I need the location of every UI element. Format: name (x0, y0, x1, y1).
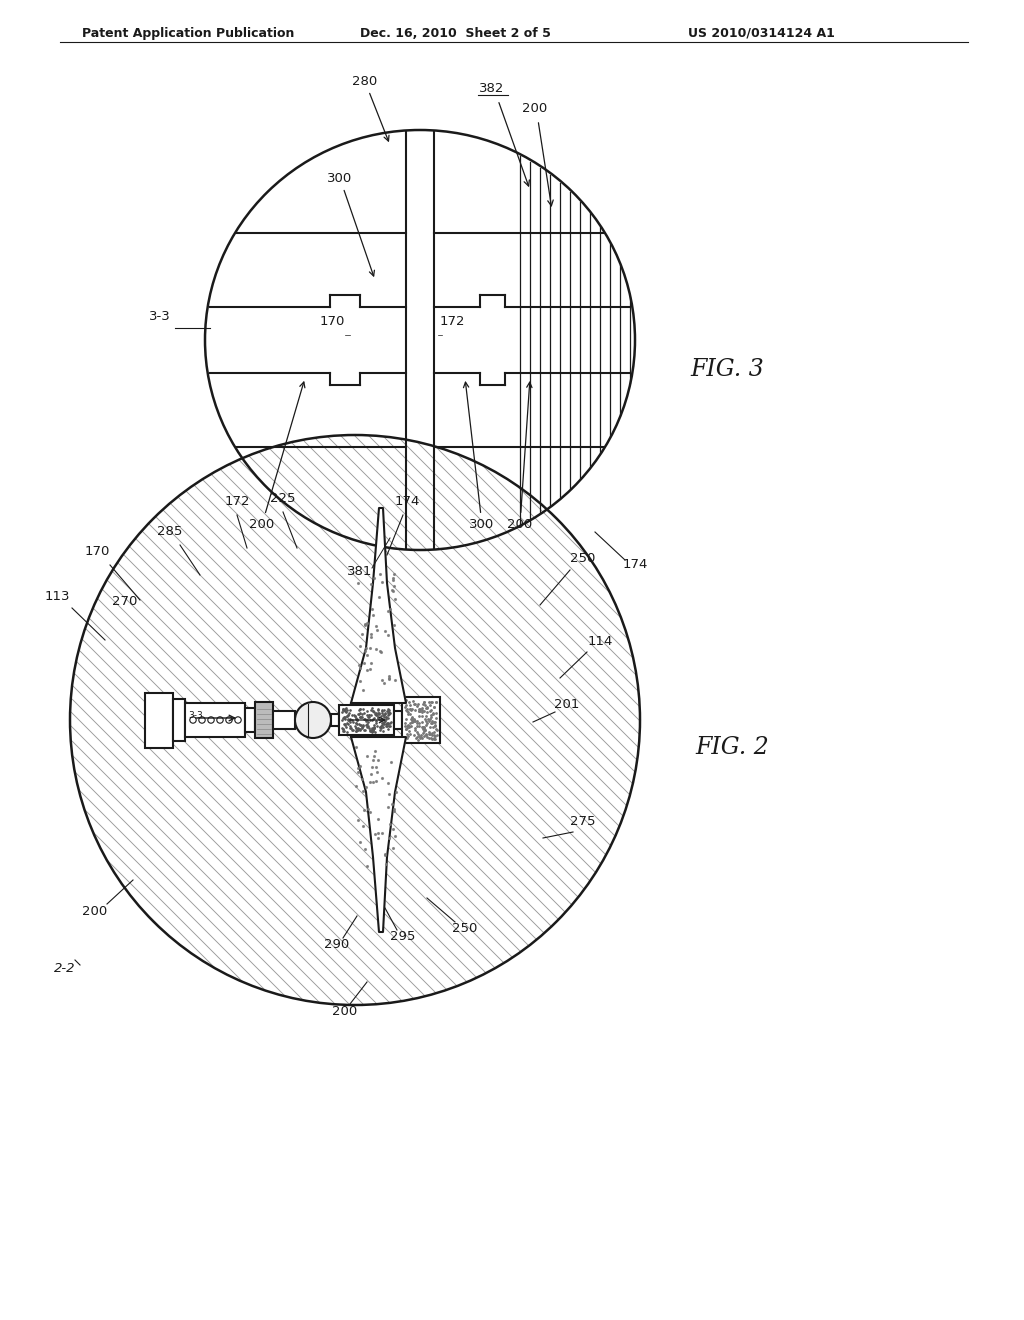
Text: US 2010/0314124 A1: US 2010/0314124 A1 (688, 26, 835, 40)
Text: 270: 270 (113, 595, 137, 609)
Text: 2-2: 2-2 (54, 962, 76, 975)
Text: 172: 172 (440, 315, 466, 327)
Text: FIG. 2: FIG. 2 (695, 737, 769, 759)
Text: 170: 170 (319, 315, 345, 327)
Text: 250: 250 (453, 921, 477, 935)
Text: 172: 172 (224, 495, 250, 508)
Text: 200: 200 (250, 381, 305, 531)
Circle shape (295, 702, 331, 738)
Text: 3-3: 3-3 (150, 310, 171, 323)
Bar (173, 700, 185, 741)
Text: 285: 285 (158, 525, 182, 539)
Ellipse shape (70, 436, 640, 1005)
Polygon shape (351, 737, 406, 932)
Text: 174: 174 (623, 558, 648, 572)
Text: 225: 225 (270, 492, 296, 506)
Text: 200: 200 (507, 383, 532, 531)
Text: 381: 381 (347, 565, 373, 578)
Bar (273, 711, 295, 729)
Bar (331, 714, 339, 726)
Text: 201: 201 (554, 698, 580, 711)
Text: 275: 275 (570, 814, 596, 828)
Bar (185, 704, 245, 737)
Text: 300: 300 (328, 172, 375, 276)
Bar (255, 702, 273, 738)
Text: 250: 250 (570, 552, 596, 565)
Text: Patent Application Publication: Patent Application Publication (82, 26, 294, 40)
Text: 174: 174 (394, 495, 420, 508)
Text: 200: 200 (333, 1005, 357, 1018)
Text: 382: 382 (479, 82, 505, 95)
Text: 200: 200 (522, 102, 548, 115)
Bar (145, 693, 173, 747)
Text: FIG. 3: FIG. 3 (690, 359, 764, 381)
Bar (402, 697, 440, 743)
Text: 200: 200 (82, 906, 108, 917)
Text: 295: 295 (390, 931, 416, 942)
Text: 300: 300 (464, 383, 495, 531)
Ellipse shape (205, 129, 635, 550)
Bar (245, 708, 255, 733)
Text: 170: 170 (84, 545, 110, 558)
Bar (394, 711, 402, 729)
Text: Dec. 16, 2010  Sheet 2 of 5: Dec. 16, 2010 Sheet 2 of 5 (360, 26, 551, 40)
Text: 113: 113 (44, 590, 70, 603)
Text: 3-3: 3-3 (188, 710, 203, 719)
Text: 114: 114 (588, 635, 612, 648)
Text: 280: 280 (352, 75, 389, 141)
Text: 290: 290 (325, 939, 349, 950)
Polygon shape (351, 508, 406, 704)
Bar (339, 705, 394, 735)
